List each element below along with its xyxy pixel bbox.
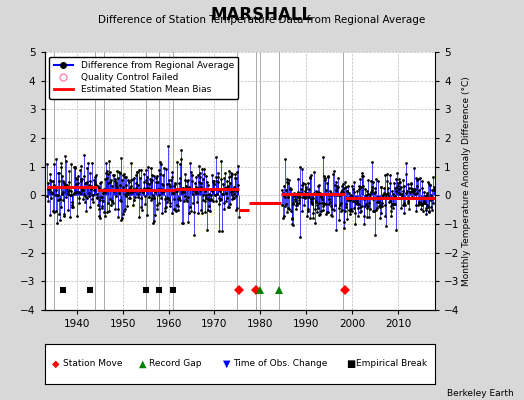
Text: ▼: ▼ [223, 359, 230, 369]
Text: Empirical Break: Empirical Break [356, 360, 428, 368]
Text: ■: ■ [346, 359, 355, 369]
Text: MARSHALL: MARSHALL [211, 6, 313, 24]
Text: Station Move: Station Move [63, 360, 123, 368]
Y-axis label: Monthly Temperature Anomaly Difference (°C): Monthly Temperature Anomaly Difference (… [462, 76, 471, 286]
Text: ▲: ▲ [139, 359, 146, 369]
Legend: Difference from Regional Average, Quality Control Failed, Estimated Station Mean: Difference from Regional Average, Qualit… [49, 56, 238, 99]
Text: Berkeley Earth: Berkeley Earth [447, 389, 514, 398]
Text: ◆: ◆ [52, 359, 60, 369]
Text: Record Gap: Record Gap [149, 360, 202, 368]
Text: Time of Obs. Change: Time of Obs. Change [233, 360, 328, 368]
Text: Difference of Station Temperature Data from Regional Average: Difference of Station Temperature Data f… [99, 15, 425, 25]
